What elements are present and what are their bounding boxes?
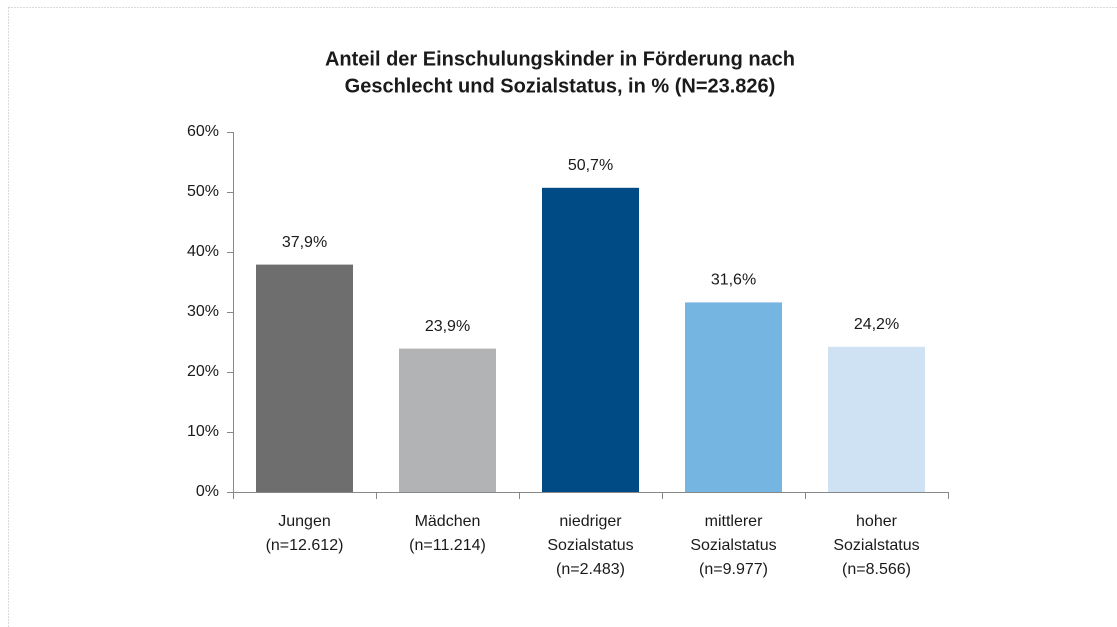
y-tick-label: 60% — [187, 123, 219, 140]
x-tick-label: Sozialstatus — [833, 537, 919, 554]
value-label: 37,9% — [282, 234, 327, 251]
x-tick-label: (n=11.214) — [409, 537, 486, 554]
value-label: 50,7% — [568, 157, 613, 174]
value-label: 24,2% — [854, 316, 899, 333]
bar — [828, 346, 925, 492]
bar — [542, 187, 639, 493]
x-tick-label: Sozialstatus — [547, 537, 633, 554]
value-label: 31,6% — [711, 272, 756, 289]
y-tick-label: 30% — [187, 303, 219, 320]
chart-title: Geschlecht und Sozialstatus, in % (N=23.… — [345, 75, 776, 97]
x-tick-label: mittlerer — [705, 513, 763, 530]
x-tick-label: niedriger — [559, 513, 622, 530]
chart-title: Anteil der Einschulungskinder in Förderu… — [325, 48, 795, 70]
x-tick-label: (n=12.612) — [266, 537, 344, 554]
x-tick-label: Mädchen — [415, 513, 481, 530]
x-tick-label: (n=9.977) — [699, 561, 768, 578]
y-tick-label: 40% — [187, 243, 219, 260]
x-tick-label: Jungen — [278, 513, 331, 530]
x-tick-label: (n=8.566) — [842, 561, 911, 578]
y-tick-label: 0% — [196, 483, 219, 500]
y-tick-label: 20% — [187, 363, 219, 380]
x-tick-label: (n=2.483) — [556, 561, 625, 578]
value-label: 23,9% — [425, 318, 470, 335]
x-tick-label: hoher — [856, 513, 898, 530]
y-tick-label: 10% — [187, 423, 219, 440]
bar — [685, 302, 782, 492]
y-tick-label: 50% — [187, 183, 219, 200]
bar — [256, 264, 353, 492]
x-tick-label: Sozialstatus — [690, 537, 776, 554]
bar — [399, 348, 496, 492]
